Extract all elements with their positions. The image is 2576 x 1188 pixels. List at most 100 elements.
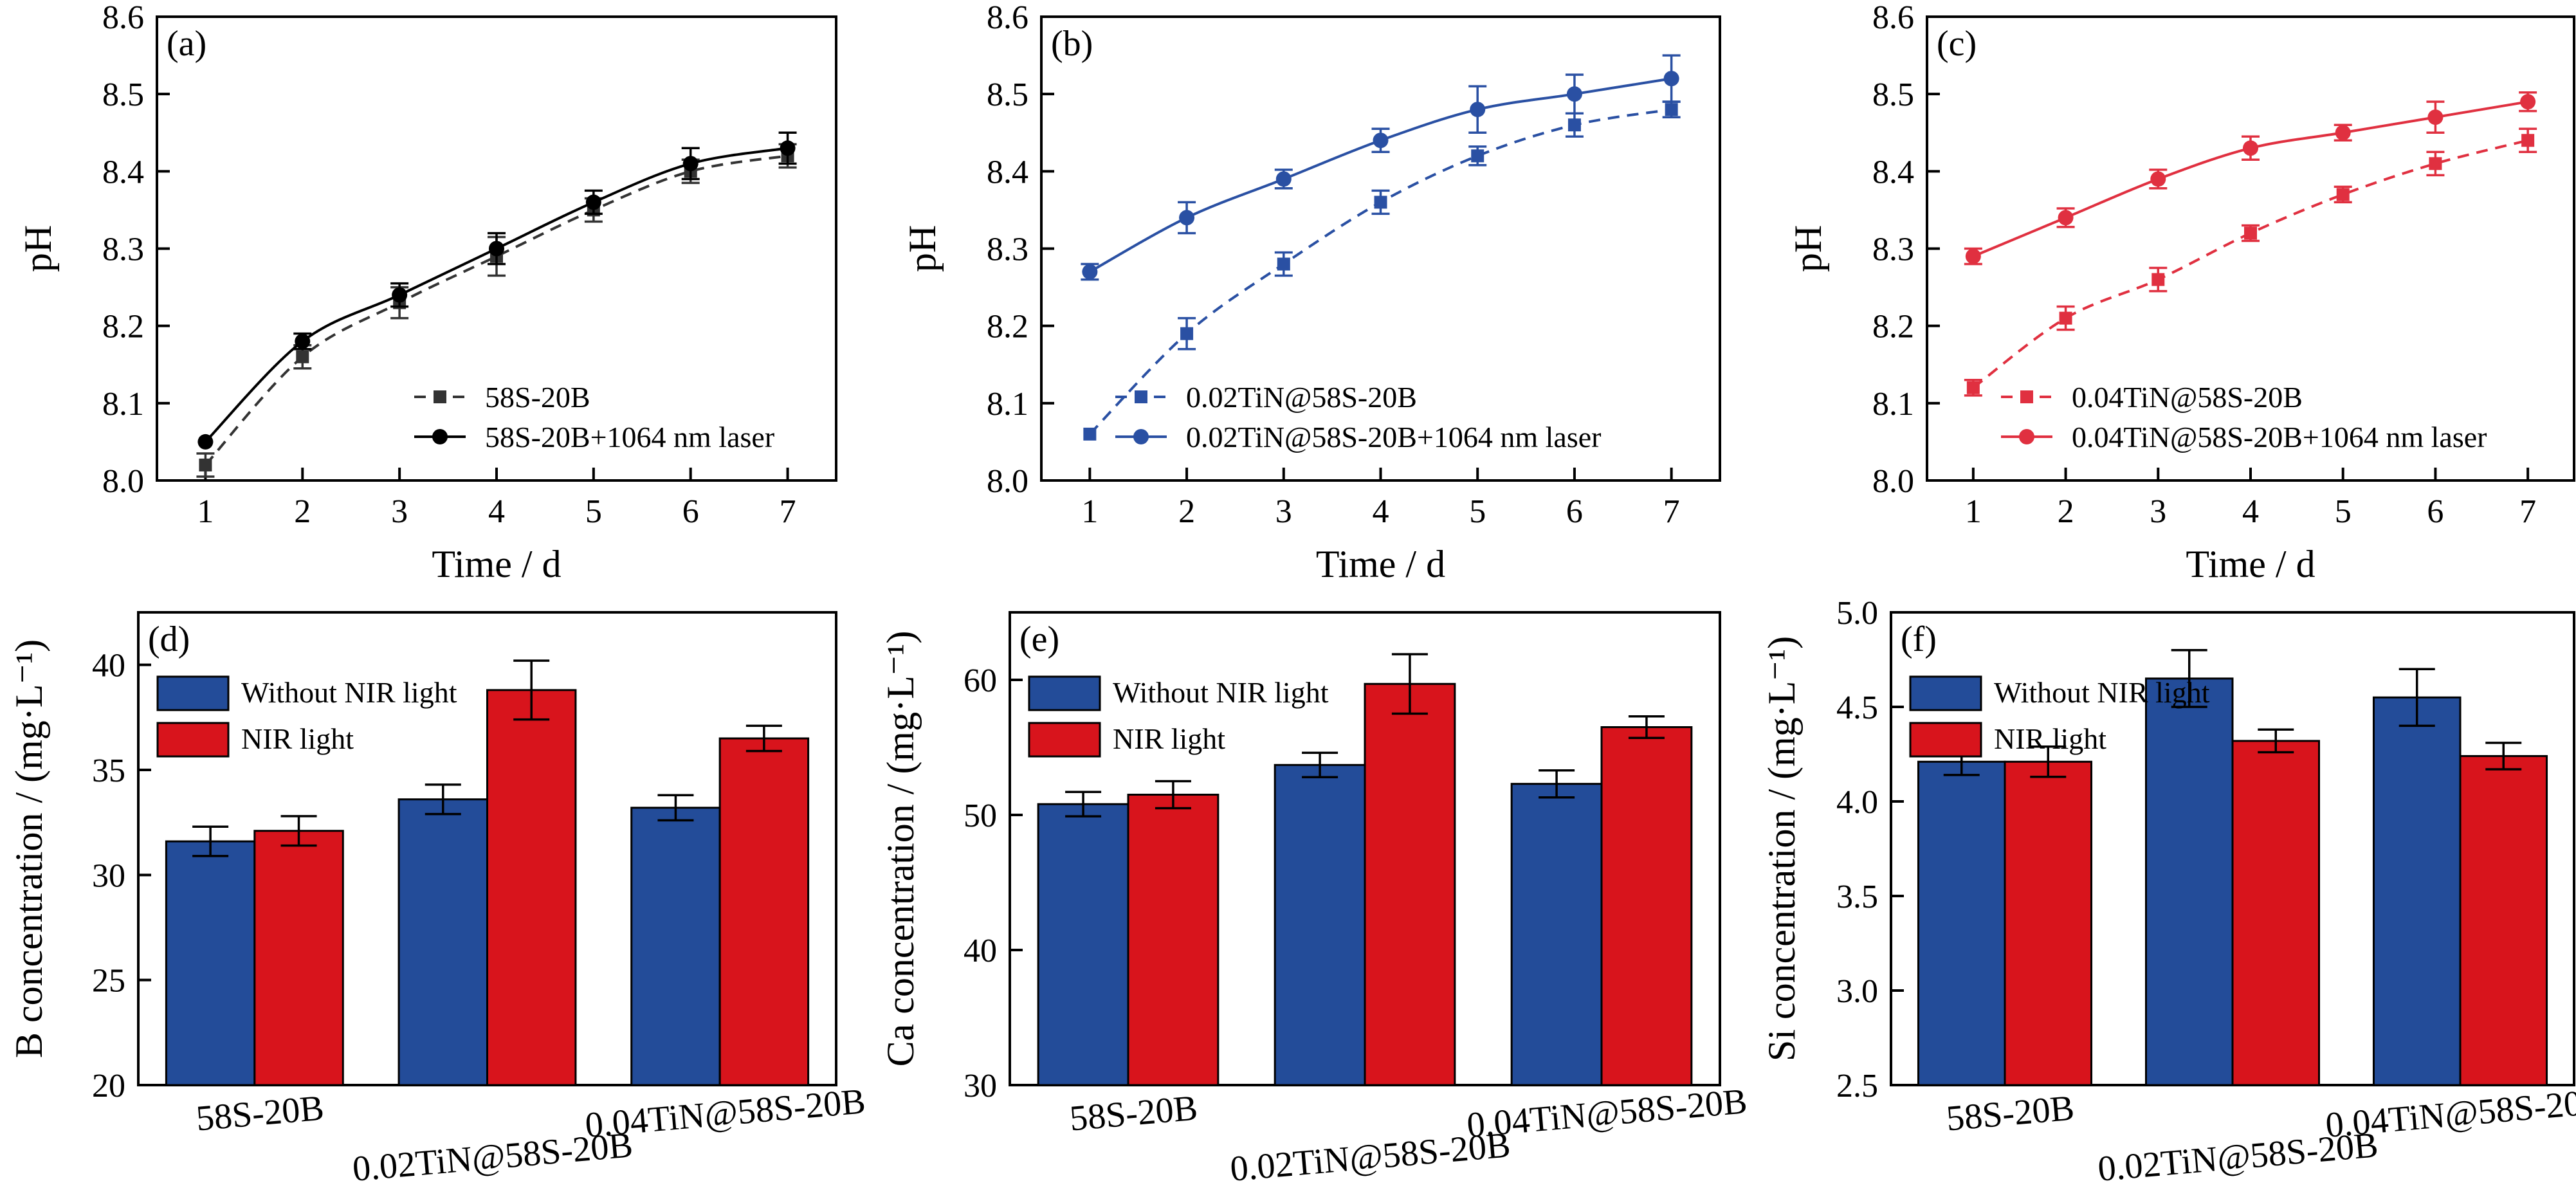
legend-label: NIR light	[1113, 722, 1225, 755]
data-point	[296, 350, 309, 363]
data-point	[780, 140, 796, 156]
chart-panel-d: 20 25 30 35 40 B concentration / (mg·L⁻¹) (d) 5…	[8, 611, 867, 1188]
y-tick-label: 8.4	[987, 154, 1028, 190]
legend-swatch	[156, 722, 230, 758]
bar	[486, 689, 577, 1086]
bar	[630, 807, 721, 1086]
legend-marker	[434, 390, 446, 403]
bar	[2372, 696, 2462, 1086]
series-0	[1964, 127, 2537, 397]
x-tick-label: 1	[1965, 493, 1982, 530]
data-point	[2151, 273, 2165, 286]
x-tick-label: 4	[2242, 493, 2259, 530]
x-axis-label: Time / d	[432, 543, 561, 585]
y-tick-label: 5.0	[1836, 595, 1878, 632]
y-tick-label: 30	[92, 857, 125, 894]
y-tick-label: 8.6	[987, 0, 1028, 36]
bar	[1037, 803, 1129, 1086]
y-tick-label: 8.0	[1872, 463, 1914, 500]
y-tick-label: 8.3	[102, 232, 144, 268]
category-label: 58S-20B	[1068, 1088, 1200, 1139]
y-tick-label: 8.0	[987, 463, 1028, 500]
y-axis-label: Ca concentration / (mg·L⁻¹)	[879, 631, 922, 1067]
y-axis-label: B concentration / (mg·L⁻¹)	[8, 639, 50, 1058]
data-point	[199, 458, 212, 471]
series-1	[1964, 91, 2537, 266]
bar	[718, 737, 810, 1086]
chart-panel-b: 8.0 8.1 8.2 8.3 8.4 8.5 8.6 1 2 3 4 5 6 7 Time / d pH (b…	[901, 0, 1721, 585]
data-point	[1471, 149, 1484, 163]
y-tick-label: 50	[964, 798, 997, 834]
series-line	[204, 154, 788, 466]
bar	[1510, 783, 1603, 1086]
x-tick-label: 2	[2058, 493, 2074, 530]
legend-label: Without NIR light	[241, 676, 457, 709]
x-tick-label: 1	[1081, 493, 1098, 530]
y-tick-label: 2.5	[1836, 1068, 1878, 1104]
x-tick-label: 2	[294, 493, 311, 530]
x-tick-label: 3	[391, 493, 408, 530]
x-tick-label: 2	[1178, 493, 1195, 530]
data-point	[1179, 210, 1195, 226]
data-point	[295, 333, 311, 349]
data-point	[1966, 381, 1980, 394]
bar	[1600, 726, 1693, 1086]
x-tick-label: 3	[1275, 493, 1292, 530]
y-tick-label: 8.5	[987, 77, 1028, 113]
y-tick-label: 8.2	[102, 309, 144, 345]
y-axis-label: Si concentration / (mg·L⁻¹)	[1760, 636, 1803, 1061]
data-point	[2521, 134, 2535, 147]
legend-label: NIR light	[241, 722, 354, 755]
bar	[1364, 682, 1456, 1086]
bar	[253, 830, 344, 1086]
panel-label: (a)	[167, 24, 206, 64]
panel-label: (b)	[1051, 24, 1093, 64]
bar	[397, 798, 488, 1086]
panel-label: (d)	[148, 619, 190, 659]
x-tick-label: 1	[197, 493, 214, 530]
x-tick-label: 7	[2519, 493, 2536, 530]
data-point	[2244, 226, 2257, 240]
category-label: 58S-20B	[194, 1088, 325, 1139]
y-tick-label: 8.5	[1872, 77, 1914, 113]
legend-marker	[2020, 390, 2033, 403]
y-tick-label: 20	[92, 1068, 125, 1104]
bar	[1917, 760, 2006, 1086]
legend-label: 58S-20B+1064 nm laser	[485, 421, 774, 453]
x-tick-label: 6	[2427, 493, 2444, 530]
x-tick-label: 5	[2335, 493, 2352, 530]
y-tick-label: 8.3	[1872, 232, 1914, 268]
legend-label: Without NIR light	[1994, 676, 2210, 709]
y-tick-label: 8.0	[102, 463, 144, 500]
data-point	[1566, 86, 1582, 102]
x-tick-label: 7	[780, 493, 796, 530]
series-1	[1081, 54, 1681, 281]
x-tick-label: 6	[1566, 493, 1583, 530]
bar	[2004, 760, 2093, 1086]
bar	[165, 840, 256, 1086]
data-point	[1082, 264, 1098, 280]
y-tick-label: 8.6	[102, 0, 144, 36]
legend-marker	[1133, 429, 1149, 444]
y-tick-label: 60	[964, 663, 997, 699]
y-tick-label: 4.0	[1836, 784, 1878, 821]
legend-marker	[2019, 429, 2034, 444]
panel-label: (e)	[1019, 619, 1059, 659]
legend-swatch	[1028, 722, 1101, 758]
x-tick-label: 5	[585, 493, 602, 530]
y-tick-label: 40	[964, 933, 997, 969]
category-label: 0.04TiN@58S-20B	[1465, 1081, 1749, 1146]
y-tick-label: 8.2	[987, 309, 1028, 345]
x-tick-label: 5	[1469, 493, 1486, 530]
x-tick-label: 4	[488, 493, 505, 530]
data-point	[1277, 257, 1290, 271]
y-tick-label: 40	[92, 648, 125, 684]
data-point	[1083, 427, 1097, 441]
y-tick-label: 8.1	[1872, 386, 1914, 423]
panel-label: (f)	[1901, 619, 1937, 659]
panel-label: (c)	[1937, 24, 1977, 64]
data-point	[2520, 94, 2536, 110]
data-point	[2243, 140, 2258, 156]
y-tick-label: 3.5	[1836, 879, 1878, 915]
